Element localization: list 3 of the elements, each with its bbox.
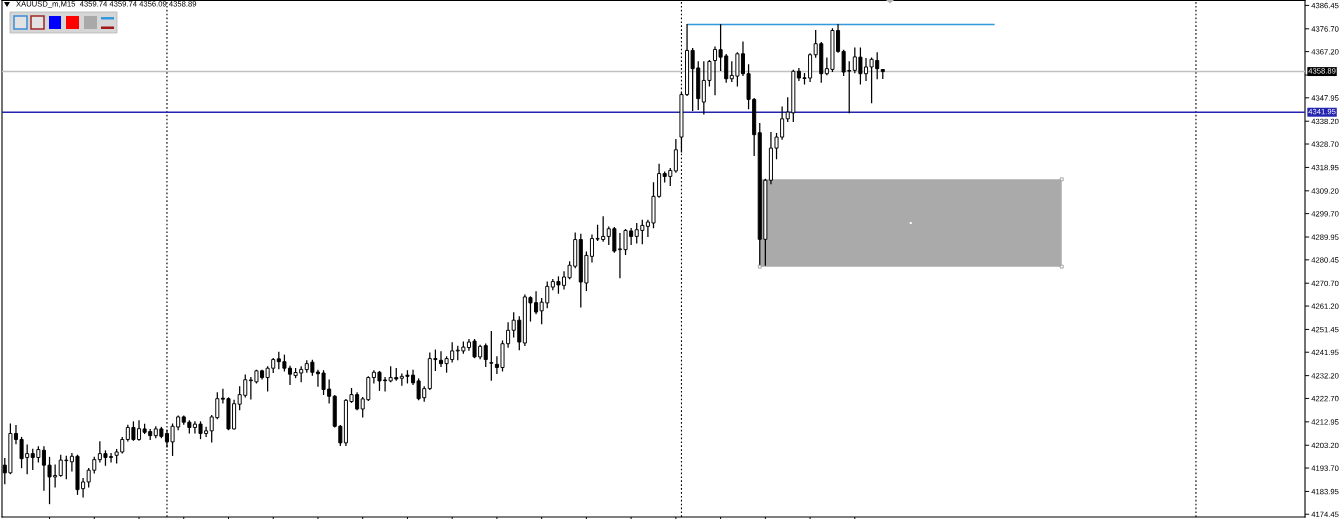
candlestick bbox=[483, 343, 488, 367]
candlestick bbox=[673, 139, 678, 173]
candlestick bbox=[489, 331, 494, 381]
